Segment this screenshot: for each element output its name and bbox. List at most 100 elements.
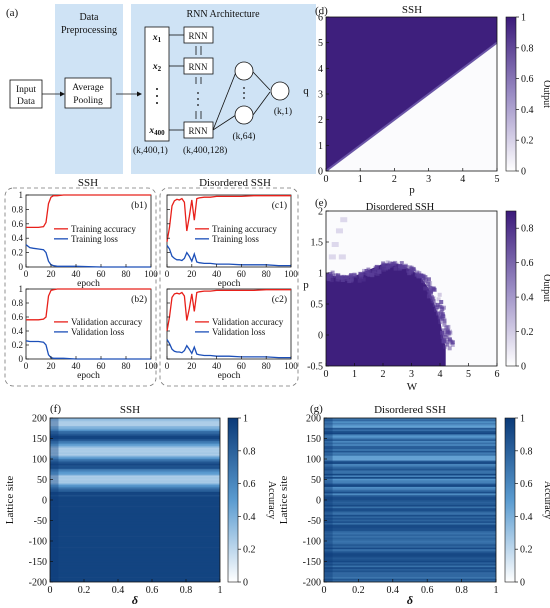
- boundary-pixel: [406, 268, 411, 273]
- y-tick-label: 2: [318, 115, 323, 126]
- boundary-pixel: [441, 328, 446, 333]
- panel-e-heatmap: (e) Disordered SSH 0 1 2 3 4 5 6-0.500.511.52 …: [303, 197, 550, 393]
- boundary-pixel: [335, 277, 340, 282]
- boundary-pixel: [444, 325, 448, 330]
- heatmap-row: [50, 452, 220, 455]
- boundary-pixel: [385, 260, 390, 265]
- heatmap-row: [50, 465, 220, 468]
- boundary-pixel: [430, 298, 435, 303]
- x-tick-label: 0.4: [387, 585, 400, 596]
- input-shape-label: (k,400,1): [133, 145, 168, 156]
- heatmap-row: [324, 534, 496, 537]
- heatmap-row: [50, 418, 220, 420]
- panel-f-colorbar: [227, 417, 239, 583]
- panel-d-xlabel: p: [409, 184, 415, 196]
- heatmap-row: [50, 424, 220, 427]
- preprocessing-title-2: Preprocessing: [61, 25, 117, 36]
- heatmap-row: [50, 524, 220, 527]
- heatmap-row: [324, 537, 496, 540]
- heatmap-row: [324, 465, 496, 468]
- y-tick-label: 0.4: [12, 326, 24, 336]
- heatmap-row: [50, 572, 220, 575]
- x2-label: x2: [152, 62, 162, 73]
- panel-d-ylabel: q: [303, 85, 309, 97]
- heatmap-row: [50, 462, 220, 465]
- heatmap-row: [324, 468, 496, 471]
- boundary-pixel: [435, 302, 440, 307]
- boundary-pixel: [432, 302, 437, 307]
- heatmap-row: [50, 477, 220, 479]
- y-tick-label: -200: [29, 578, 47, 589]
- boundary-pixel: [443, 344, 448, 349]
- boundary-pixel: [362, 268, 366, 273]
- colorbar-tick-label: 1: [521, 13, 526, 24]
- panel-d-colorbar-label: Output: [541, 80, 550, 108]
- ellipsis-dot: [197, 104, 199, 106]
- heatmap-row: [324, 565, 496, 568]
- panel-tag: (c1): [272, 200, 287, 211]
- boundary-pixel: [417, 271, 422, 276]
- heatmap-row: [324, 431, 496, 434]
- boundary-pixel: [409, 268, 414, 273]
- heatmap-row: [50, 559, 220, 561]
- heatmap-row: [324, 518, 496, 520]
- colorbar-tick-label: 0.8: [521, 43, 534, 54]
- boundary-pixel: [424, 278, 429, 283]
- heatmap-row: [50, 486, 220, 489]
- heatmap-row: [50, 459, 220, 461]
- panel-d-boundary: [326, 41, 497, 171]
- boundary-pixel: [327, 273, 332, 278]
- heatmap-row: [324, 478, 496, 481]
- x-tick-label: 0: [322, 585, 327, 596]
- preprocessing-title-1: Data: [80, 12, 99, 23]
- y-tick-label: 200: [306, 414, 321, 425]
- heatmap-row: [50, 467, 220, 470]
- heatmap-row: [324, 488, 496, 491]
- x-tick-label: 40: [72, 269, 82, 279]
- boundary-pixel: [427, 277, 431, 282]
- y-tick-label: -0.5: [307, 362, 323, 373]
- heatmap-row: [50, 506, 220, 509]
- boundary-pixel: [373, 265, 378, 270]
- heatmap-row: [50, 455, 220, 458]
- legend-label: Validation accuracy: [71, 317, 143, 327]
- heatmap-row: [324, 439, 496, 442]
- heatmap-row: [50, 454, 220, 457]
- boundary-pixel: [434, 307, 439, 312]
- input-data-box: [9, 79, 43, 109]
- heatmap-row: [324, 429, 496, 432]
- boundary-pixel: [380, 266, 384, 271]
- boundary-pixel: [381, 261, 386, 266]
- heatmap-row: [50, 457, 220, 460]
- heatmap-row: [50, 508, 220, 511]
- heatmap-row: [324, 436, 496, 438]
- panel-d-axes: 0 1 2 3 4 5 0 1 2 3 4 5 6: [318, 13, 500, 186]
- heatmap-row: [324, 542, 496, 545]
- pool-label-1: Average: [72, 83, 103, 93]
- x-tick-label: 0: [165, 361, 170, 371]
- heatmap-edge: [50, 418, 59, 582]
- heatmap-row: [324, 532, 496, 535]
- boundary-pixel: [367, 272, 372, 277]
- y-tick-label: 1: [318, 141, 323, 152]
- heatmap-row: [324, 472, 496, 475]
- x-tick-label: 0: [165, 269, 170, 279]
- heatmap-row: [50, 560, 220, 563]
- heatmap-row: [324, 564, 496, 566]
- x-axis-label: epoch: [77, 279, 100, 289]
- panel-d-colorbar: [505, 16, 517, 172]
- heatmap-row: [50, 442, 220, 445]
- x-tick-label: 5: [495, 174, 500, 185]
- y-tick-label: 100: [32, 455, 47, 466]
- heatmap-row: [324, 557, 496, 560]
- chart-frame: [166, 194, 292, 268]
- legend-label: Training accuracy: [212, 224, 277, 234]
- x-tick-label: 0.2: [78, 585, 91, 596]
- x-tick-label: 40: [72, 361, 82, 371]
- boundary-pixel: [333, 273, 338, 277]
- heatmap-row: [50, 531, 220, 534]
- heatmap-row: [324, 475, 496, 478]
- x-tick-label: 0: [24, 361, 29, 371]
- boundary-pixel: [446, 330, 451, 335]
- heatmap-row: [50, 557, 220, 560]
